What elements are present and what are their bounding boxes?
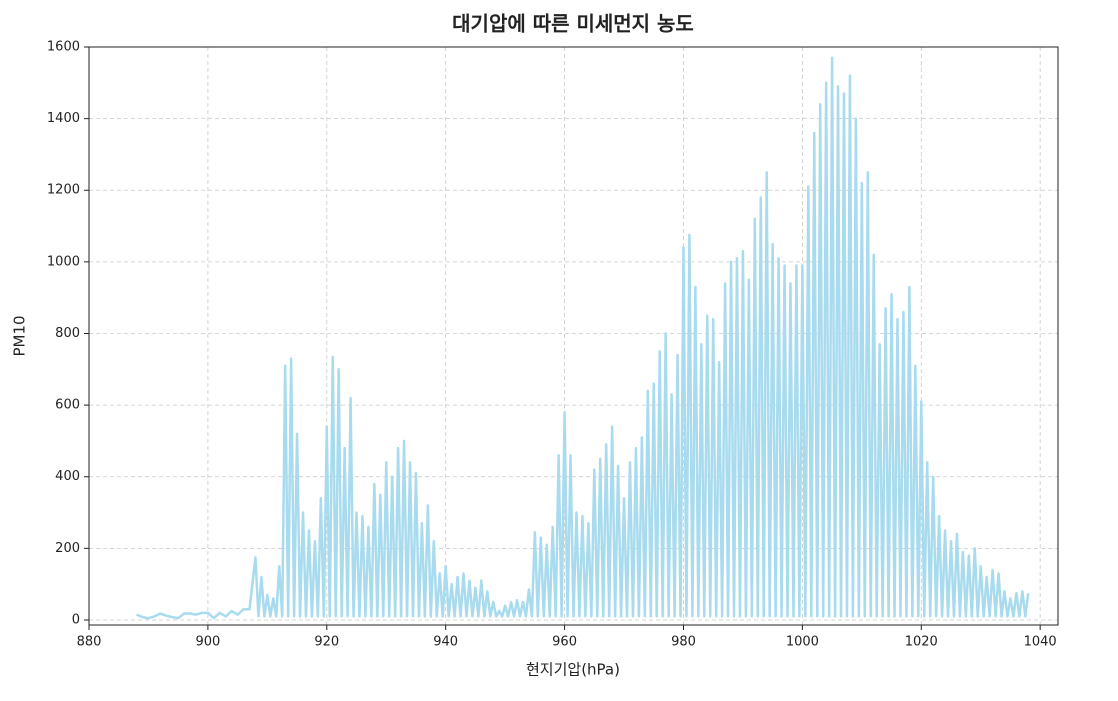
y-tick-label: 400 (55, 469, 80, 484)
data-line (136, 56, 1030, 620)
x-tick-label: 1020 (905, 635, 938, 650)
x-tick-label: 900 (195, 635, 220, 650)
y-tick-label: 1000 (47, 254, 80, 269)
x-tick-label: 1000 (786, 635, 819, 650)
x-tick-label: 1040 (1024, 635, 1057, 650)
y-axis-label: PM10 (11, 315, 29, 356)
plot-frame (88, 46, 1059, 626)
x-tick-label: 940 (433, 635, 458, 650)
x-tick-label: 980 (671, 635, 696, 650)
x-tick-label: 880 (77, 635, 102, 650)
y-tick-label: 800 (55, 326, 80, 341)
chart-title: 대기압에 따른 미세먼지 농도 (452, 12, 694, 36)
x-tick-label: 920 (314, 635, 339, 650)
x-axis-label: 현지기압(hPa) (526, 661, 620, 679)
y-tick-label: 1200 (47, 183, 80, 198)
y-tick-label: 0 (72, 612, 80, 627)
x-tick-label: 960 (552, 635, 577, 650)
y-tick-label: 200 (55, 541, 80, 556)
y-tick-label: 1600 (47, 40, 80, 55)
y-tick-label: 1400 (47, 111, 80, 126)
y-tick-label: 600 (55, 398, 80, 413)
